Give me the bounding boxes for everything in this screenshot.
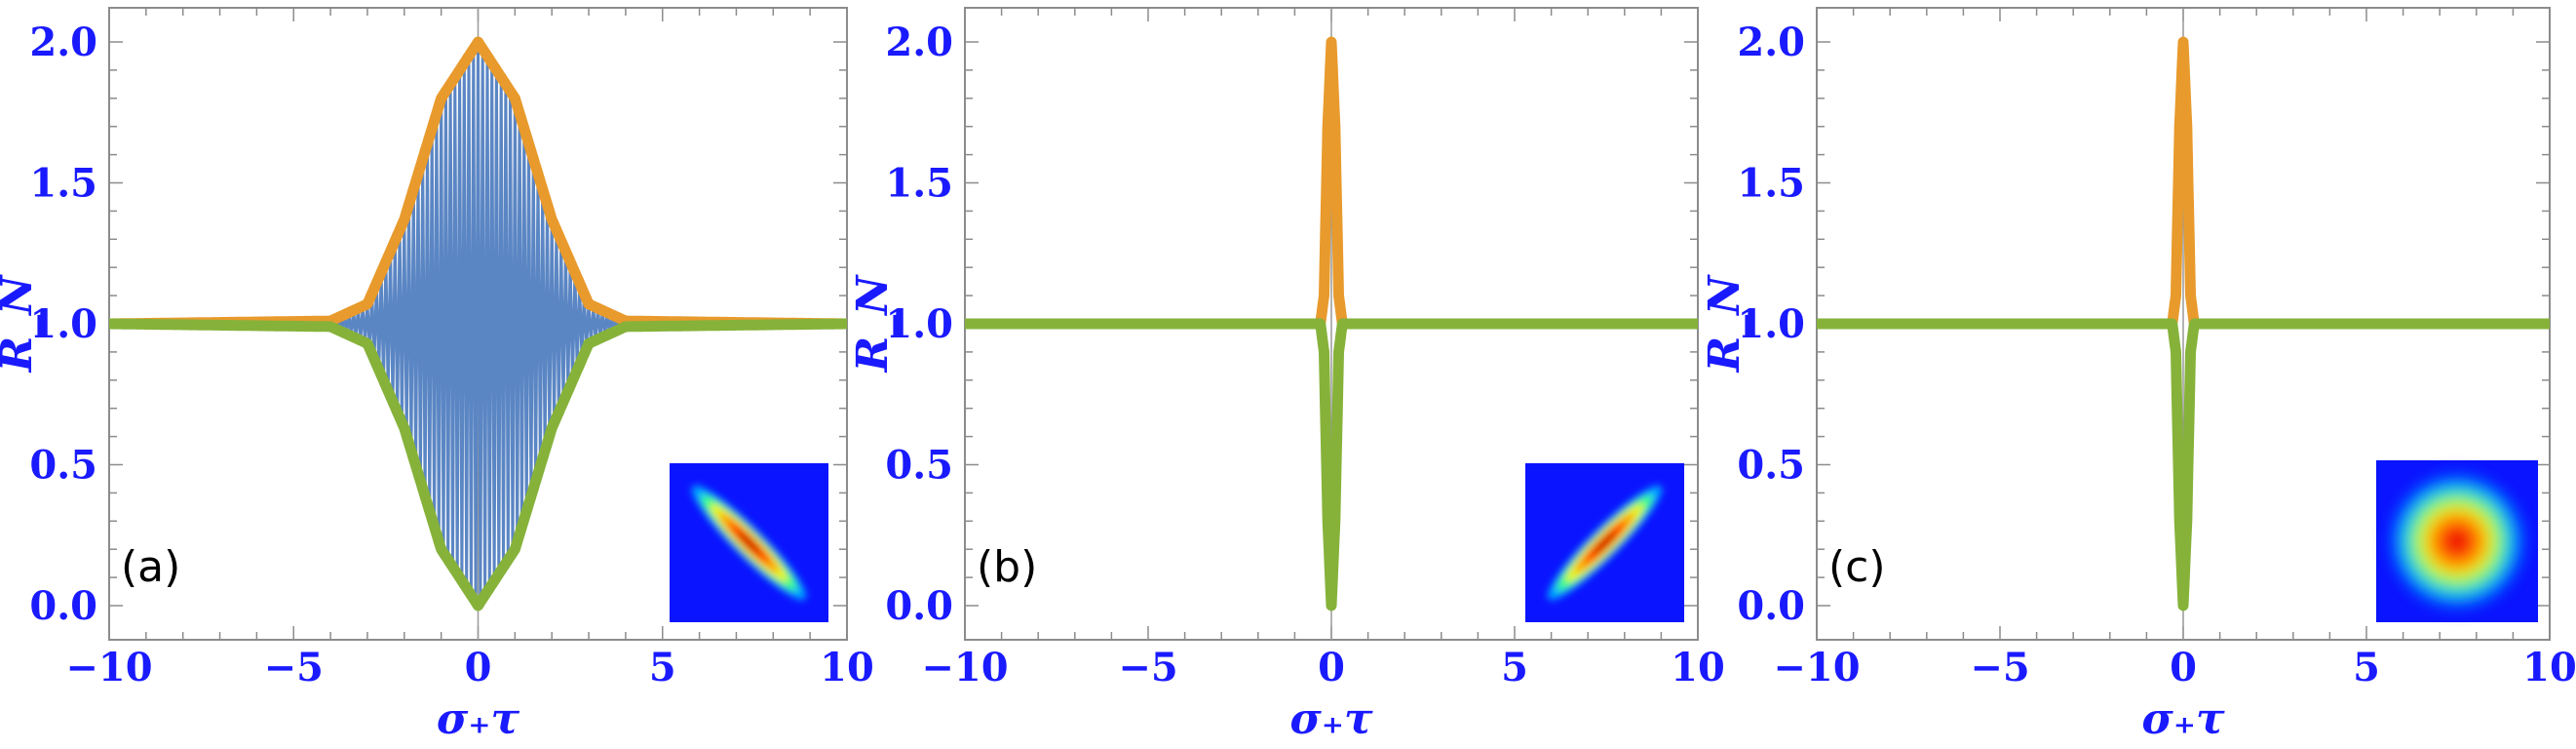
x-tick-label: −10 xyxy=(921,645,1008,690)
inset-heatmap xyxy=(2376,460,2538,622)
panel-1: −10 −5 0 5 10 0.0 0.5 1.0 1.5 2.0 σ₊τ R_N (a) xyxy=(0,7,874,744)
x-tick-label: −10 xyxy=(65,645,152,690)
y-tick-label: 0.0 xyxy=(29,583,97,629)
x-axis-label: σ₊τ xyxy=(1289,694,1373,744)
plot-area xyxy=(1817,36,2550,611)
x-tick-label: 0 xyxy=(2170,645,2197,690)
x-tick-label: 10 xyxy=(2522,645,2576,690)
y-tick-label: 2.0 xyxy=(29,20,97,65)
inset-blob xyxy=(1547,485,1663,601)
panel-2: −10 −5 0 5 10 0.0 0.5 1.0 1.5 2.0 σ₊τ R_N (b) xyxy=(848,7,1725,744)
lower-envelope-line xyxy=(965,318,1698,611)
x-tick-label: 5 xyxy=(1501,645,1528,690)
panel-3: −10 −5 0 5 10 0.0 0.5 1.0 1.5 2.0 σ₊τ R_N (c) xyxy=(1700,7,2576,744)
y-tick-label: 2.0 xyxy=(1737,20,1805,65)
inset-blob xyxy=(2389,473,2525,610)
y-tick-label: 1.0 xyxy=(885,301,953,347)
x-tick-label: −5 xyxy=(264,645,324,690)
panel-letter: (c) xyxy=(1828,542,1886,592)
x-tick-label: 5 xyxy=(2353,645,2380,690)
x-tick-label: −5 xyxy=(1970,645,2029,690)
y-tick-label: 1.5 xyxy=(1737,161,1805,207)
y-tick-label: 0.5 xyxy=(29,443,97,489)
y-tick-label: 0.0 xyxy=(885,583,953,629)
panel-letter: (a) xyxy=(121,542,180,592)
lower-envelope-line xyxy=(1817,318,2550,611)
x-axis-label: σ₊τ xyxy=(437,694,520,744)
y-tick-label: 0.0 xyxy=(1737,583,1805,629)
y-tick-label: 2.0 xyxy=(885,20,953,65)
inset-blob xyxy=(691,485,807,601)
x-tick-label: 10 xyxy=(820,645,874,690)
y-tick-label: 0.5 xyxy=(1737,443,1805,489)
x-axis-label: σ₊τ xyxy=(2141,694,2225,744)
x-tick-label: 0 xyxy=(1318,645,1345,690)
inset-heatmap xyxy=(670,463,828,622)
lower-envelope-line xyxy=(109,318,847,611)
x-tick-label: 0 xyxy=(465,645,492,690)
x-tick-label: −10 xyxy=(1773,645,1860,690)
plot-area xyxy=(965,36,1698,611)
y-tick-label: 0.5 xyxy=(885,443,953,489)
x-tick-label: −5 xyxy=(1118,645,1177,690)
plot-area xyxy=(109,36,847,611)
x-tick-label: 10 xyxy=(1671,645,1725,690)
panel-letter: (b) xyxy=(977,542,1037,592)
y-tick-label: 1.5 xyxy=(885,161,953,207)
y-axis-label: R_N xyxy=(848,274,898,374)
inset-contour xyxy=(737,531,761,555)
y-axis-label: R_N xyxy=(1700,274,1749,374)
y-tick-label: 1.0 xyxy=(29,301,97,347)
inset-heatmap xyxy=(1525,463,1684,622)
x-tick-label: 5 xyxy=(649,645,676,690)
inset-contour xyxy=(1593,531,1617,555)
y-tick-label: 1.0 xyxy=(1737,301,1805,347)
y-tick-label: 1.5 xyxy=(29,161,97,207)
y-axis-label: R_N xyxy=(0,274,42,374)
